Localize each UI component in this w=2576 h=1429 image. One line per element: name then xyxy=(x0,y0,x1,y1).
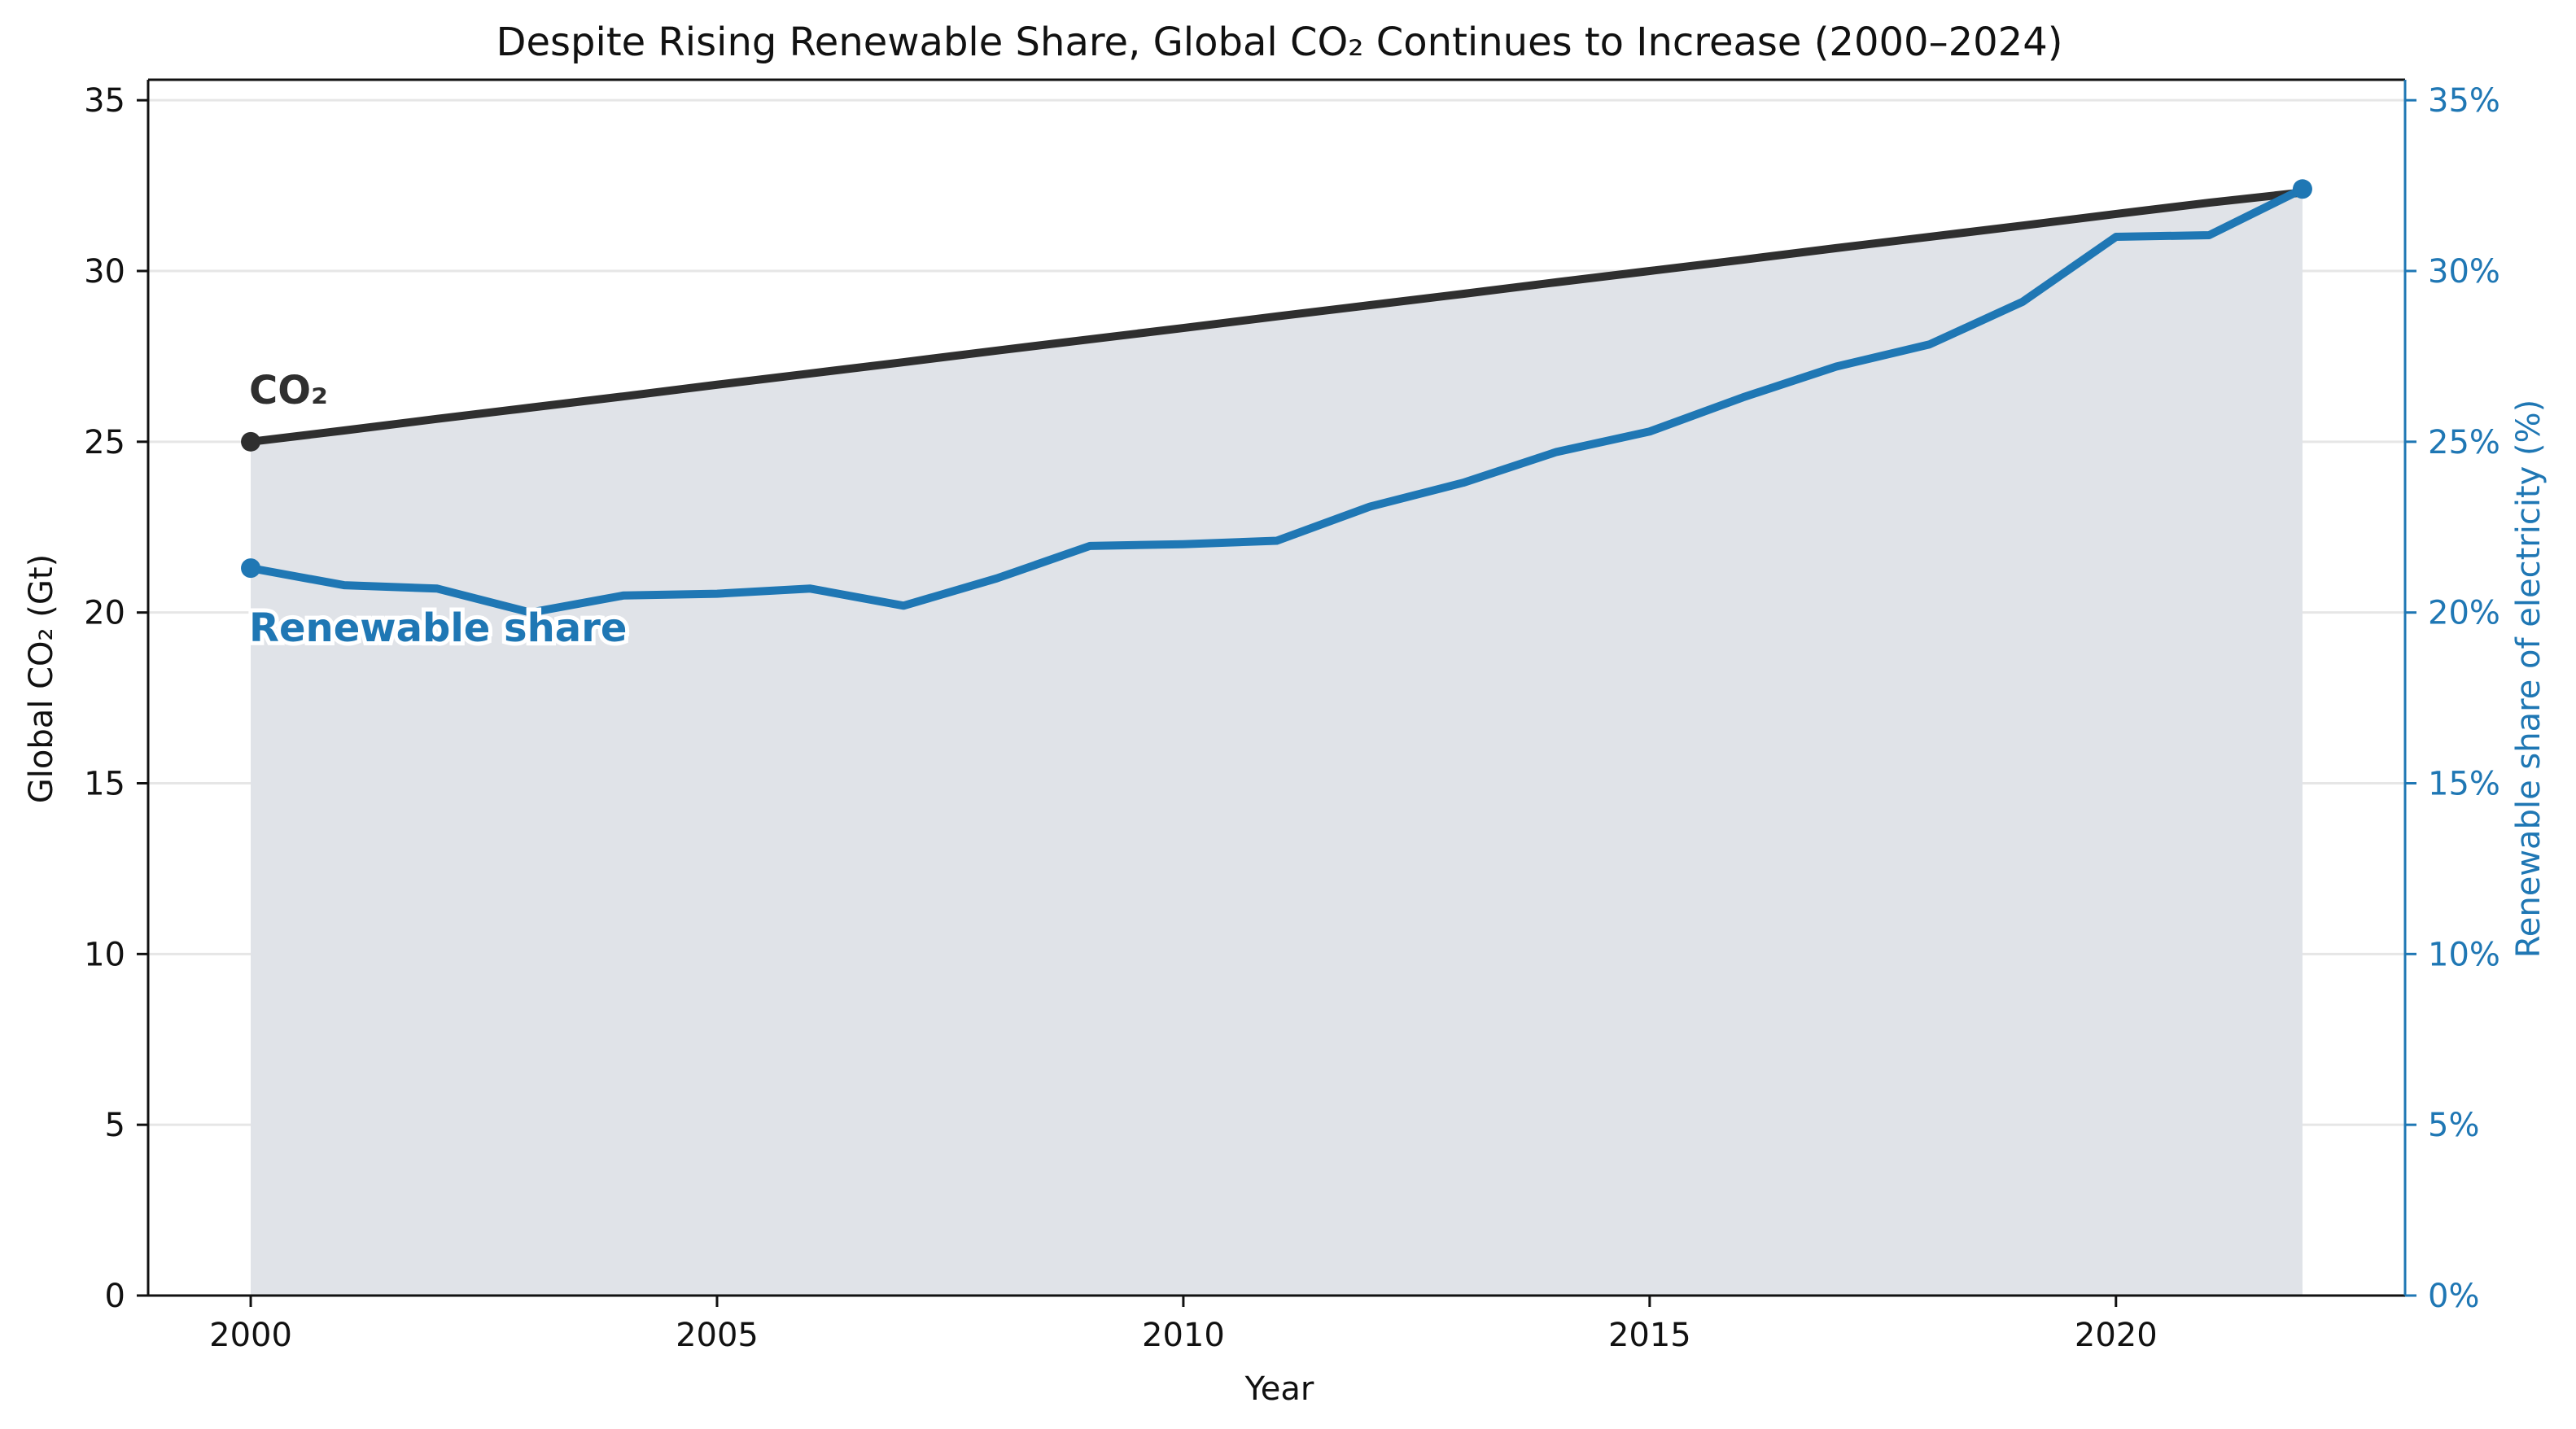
x-tick-label: 2015 xyxy=(1608,1317,1691,1354)
y-right-tick-label: 0% xyxy=(2428,1278,2479,1315)
series-layer xyxy=(241,179,2312,617)
co2-point xyxy=(241,431,261,452)
y-right-tick-label: 10% xyxy=(2428,936,2500,973)
y-axis-left-label: Global CO₂ (Gt) xyxy=(23,554,60,803)
y-left-tick-label: 5 xyxy=(105,1107,125,1144)
chart-title: Despite Rising Renewable Share, Global C… xyxy=(496,20,2063,65)
renewable-line xyxy=(247,185,2307,617)
y-left-tick-label: 30 xyxy=(84,253,125,291)
y-right-tick-label: 20% xyxy=(2428,595,2500,632)
y-right-tick-label: 35% xyxy=(2428,82,2500,120)
renewable-point xyxy=(2292,179,2312,199)
y-left-tick-label: 35 xyxy=(84,82,125,120)
axes xyxy=(147,78,2407,1297)
area-layer xyxy=(251,192,2303,1296)
y-left-tick-label: 25 xyxy=(84,424,125,461)
y-right-tick-label: 30% xyxy=(2428,253,2500,291)
y-left-tick-label: 0 xyxy=(105,1278,125,1315)
y-left-tick-label: 15 xyxy=(84,766,125,803)
renewable-series-label: Renewable share xyxy=(249,605,627,651)
renewable-point xyxy=(241,558,261,579)
y-left-tick-label: 20 xyxy=(84,595,125,632)
y-right-tick-label: 5% xyxy=(2428,1107,2479,1144)
y-left-tick-label: 10 xyxy=(84,936,125,973)
co2-series-label: CO₂ xyxy=(249,368,328,413)
x-tick-label: 2010 xyxy=(1142,1317,1225,1354)
y-right-tick-label: 25% xyxy=(2428,424,2500,461)
x-tick-label: 2020 xyxy=(2075,1317,2158,1354)
ticks: 2000 2005 2010 2015 2020 0 5 10 15 20 25 30 35 0% 5% 10… xyxy=(84,82,2500,1354)
x-tick-label: 2000 xyxy=(209,1317,292,1354)
co2-area-fill xyxy=(251,192,2303,1296)
y-axis-right-label: Renewable share of electricity (%) xyxy=(2510,400,2548,958)
x-axis-label: Year xyxy=(1244,1370,1314,1408)
y-right-tick-label: 15% xyxy=(2428,766,2500,803)
co2-line xyxy=(247,188,2307,446)
x-tick-label: 2005 xyxy=(676,1317,759,1354)
